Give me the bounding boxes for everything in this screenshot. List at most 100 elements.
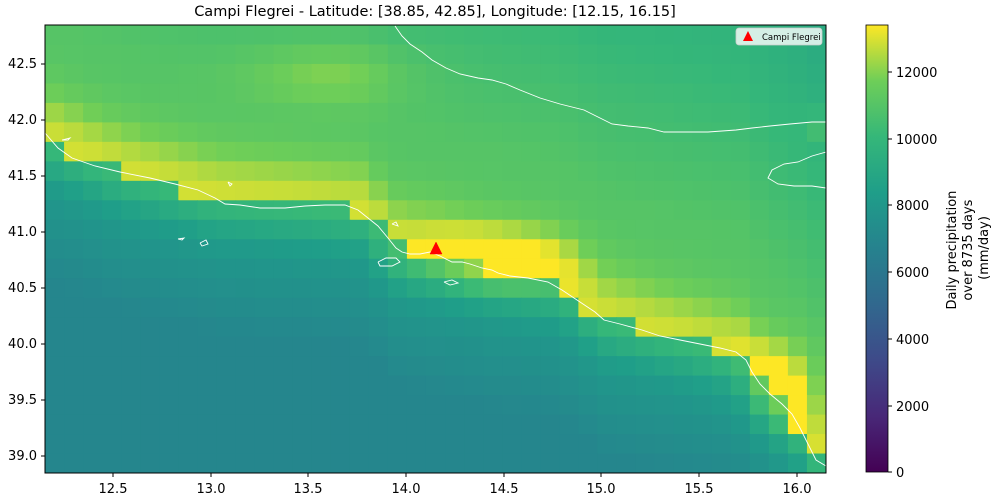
grid-cell (711, 180, 732, 201)
grid-cell (654, 395, 675, 416)
grid-cell (749, 414, 770, 435)
grid-cell (197, 278, 218, 299)
colorbar-tick-label: 2000 (896, 400, 929, 415)
grid-cell (616, 434, 637, 455)
grid-cell (387, 63, 408, 85)
grid-cell (292, 25, 313, 46)
grid-cell (445, 180, 465, 201)
grid-cell (635, 122, 656, 143)
grid-cell (787, 356, 808, 377)
grid-cell (711, 336, 732, 357)
grid-cell (597, 375, 618, 396)
grid-cell (806, 122, 826, 143)
grid-cell (597, 336, 618, 357)
grid-cell (635, 83, 656, 104)
grid-cell (102, 336, 122, 357)
grid-cell (483, 375, 503, 396)
grid-cell (159, 122, 179, 143)
grid-cell (654, 453, 675, 473)
grid-cell (692, 336, 713, 357)
grid-cell (235, 434, 256, 455)
colorbar-label-line: Daily precipitation (945, 191, 960, 310)
grid-cell (330, 395, 351, 416)
grid-cell (692, 219, 713, 240)
grid-cell (102, 44, 122, 65)
grid-cell (254, 141, 275, 162)
grid-cell (425, 375, 446, 396)
grid-cell (406, 258, 427, 279)
grid-cell (635, 25, 656, 46)
grid-cell (273, 317, 294, 338)
grid-cell (673, 44, 694, 65)
grid-cell (521, 141, 541, 162)
colorbar-gradient (865, 24, 889, 473)
grid-cell (349, 317, 370, 338)
grid-cell (83, 395, 103, 416)
grid-cell (540, 375, 560, 396)
grid-cell (425, 453, 446, 473)
grid-cell (787, 239, 808, 260)
grid-cell (806, 414, 826, 435)
grid-cell (368, 102, 389, 123)
grid-cell (235, 395, 256, 416)
grid-cell (197, 219, 218, 240)
grid-cell (483, 122, 503, 143)
grid-cell (235, 180, 256, 201)
grid-cell (445, 219, 465, 240)
grid-cell (311, 336, 332, 357)
grid-cell (445, 83, 465, 104)
grid-cell (83, 25, 103, 46)
grid-cell (768, 453, 789, 473)
grid-cell (121, 141, 141, 162)
grid-cell (692, 25, 713, 46)
grid-cell (692, 200, 713, 221)
grid-cell (559, 63, 579, 85)
grid-cell (159, 356, 179, 377)
grid-cell (178, 336, 198, 357)
grid-cell (311, 83, 332, 104)
grid-cell (311, 122, 332, 143)
grid-cell (540, 278, 560, 299)
grid-cell (521, 356, 541, 377)
grid-cell (597, 200, 618, 221)
grid-cell (387, 453, 408, 473)
grid-cell (387, 395, 408, 416)
grid-cell (216, 200, 237, 221)
grid-cell (45, 25, 65, 46)
grid-cell (159, 278, 179, 299)
grid-cell (235, 239, 256, 260)
grid-cell (540, 63, 560, 85)
grid-cell (749, 336, 770, 357)
grid-cell (559, 453, 579, 473)
colorbar-tick-label: 4000 (896, 333, 929, 348)
grid-cell (654, 141, 675, 162)
grid-cell (654, 297, 675, 318)
grid-cell (349, 200, 370, 221)
grid-cell (540, 336, 560, 357)
grid-cell (273, 336, 294, 357)
grid-cell (730, 83, 751, 104)
y-tick-label: 41.5 (8, 169, 37, 184)
grid-cell (349, 83, 370, 104)
grid-cell (445, 297, 465, 318)
grid-cell (140, 200, 160, 221)
grid-cell (311, 239, 332, 260)
grid-cell (502, 102, 522, 123)
grid-cell (521, 414, 541, 435)
grid-cell (368, 141, 389, 162)
grid-cell (483, 180, 503, 201)
grid-cell (445, 44, 465, 65)
grid-cell (616, 297, 637, 318)
grid-cell (235, 356, 256, 377)
grid-cell (406, 239, 427, 260)
grid-cell (64, 239, 84, 260)
grid-cell (235, 141, 256, 162)
grid-cell (140, 161, 160, 182)
grid-cell (730, 258, 751, 279)
grid-cell (578, 141, 599, 162)
grid-cell (597, 83, 618, 104)
grid-cell (140, 63, 160, 85)
grid-cell (349, 219, 370, 240)
grid-cell (673, 258, 694, 279)
grid-cell (216, 44, 237, 65)
